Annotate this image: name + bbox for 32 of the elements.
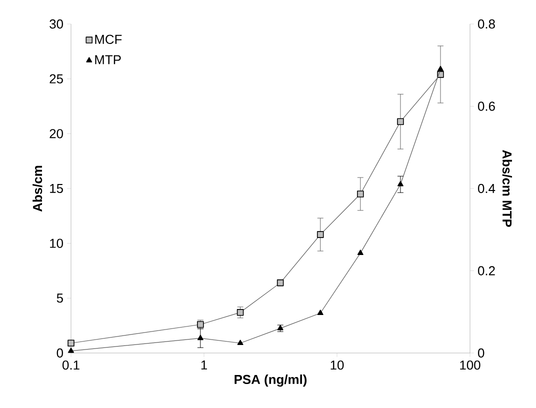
point bbox=[438, 66, 444, 72]
point bbox=[276, 279, 284, 286]
x-tick-label: 0.1 bbox=[62, 360, 80, 370]
point bbox=[357, 190, 364, 198]
point bbox=[197, 334, 204, 340]
x-tick-label: 100 bbox=[460, 360, 480, 370]
y-tick-label: 0 bbox=[56, 348, 64, 358]
y2-tick-label: 0.2 bbox=[478, 266, 495, 276]
y2-tick-label: 0.8 bbox=[478, 19, 495, 29]
point bbox=[237, 340, 244, 346]
y-tick-label: 10 bbox=[50, 238, 64, 248]
point bbox=[317, 310, 324, 316]
point bbox=[397, 118, 404, 125]
legend-label: MCF bbox=[95, 34, 122, 44]
y2-tick-label: 0.6 bbox=[478, 102, 495, 111]
y-tick-label: 20 bbox=[50, 129, 64, 138]
y2-tick-label: 0 bbox=[478, 348, 484, 358]
point bbox=[397, 181, 404, 186]
point bbox=[236, 309, 244, 316]
point bbox=[316, 231, 324, 238]
legend-label: MTP bbox=[95, 55, 121, 64]
y-axis-title: Abs/cm bbox=[32, 166, 42, 212]
x-axis-title: PSA (ng/ml) bbox=[234, 374, 307, 387]
y-tick-label: 30 bbox=[50, 19, 64, 29]
y-tick-label: 15 bbox=[50, 184, 63, 194]
y2-tick-label: 0.4 bbox=[478, 184, 496, 194]
point bbox=[357, 250, 364, 255]
y-tick-label: 5 bbox=[56, 294, 63, 303]
x-tick-label: 10 bbox=[330, 360, 344, 370]
x-tick-label: 1 bbox=[201, 360, 207, 370]
y-tick-label: 25 bbox=[50, 74, 63, 84]
y2-axis-title: Abs/cm MTP bbox=[502, 150, 512, 227]
